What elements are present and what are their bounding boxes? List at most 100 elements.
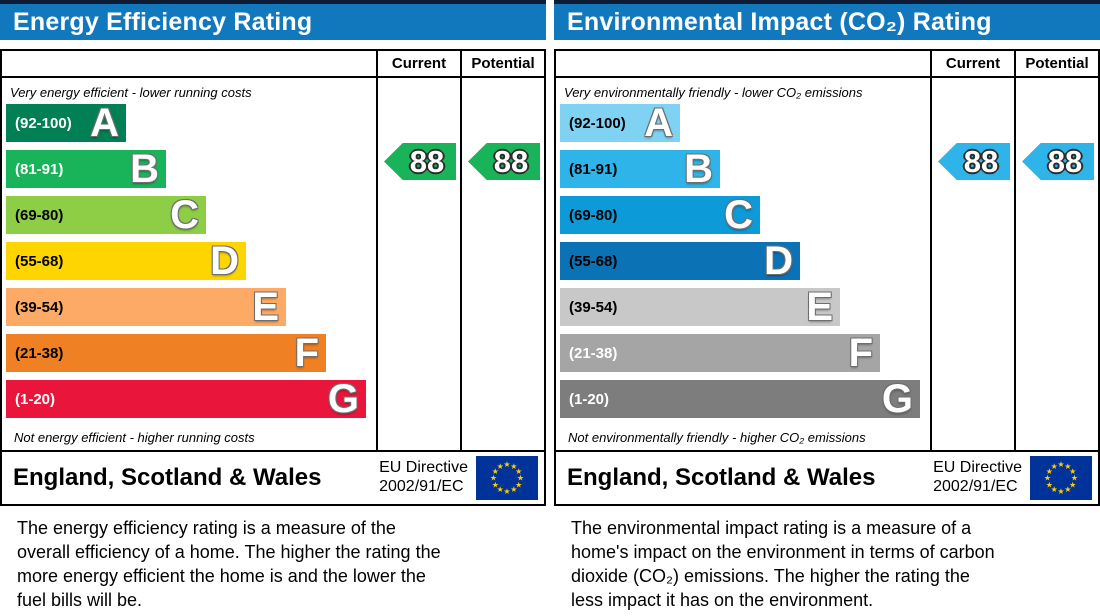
energy-band-a: (92-100) A xyxy=(6,101,126,145)
band-range-label: (92-100) xyxy=(569,114,626,132)
svg-text:★: ★ xyxy=(515,467,522,476)
band-range-label: (21-38) xyxy=(15,344,64,362)
environment-band-b: (81-91) B xyxy=(560,147,720,191)
environment-band-d: (55-68) D xyxy=(560,241,800,281)
band-range-label: (92-100) xyxy=(15,114,72,132)
environment-description: The environmental impact rating is a mea… xyxy=(571,518,995,610)
energy-band-e: (39-54) E xyxy=(6,287,286,327)
svg-text:★: ★ xyxy=(1071,474,1078,483)
energy-bands: (92-100) A (81-91) B (69-80) C (55-68) xyxy=(6,101,376,421)
eu-directive-line1: EU Directive xyxy=(379,459,468,477)
environment-band-e: (39-54) E xyxy=(560,285,840,329)
band-range-label: (81-91) xyxy=(15,160,64,178)
energy-table-body: Very energy efficient - lower running co… xyxy=(2,78,544,450)
band-letter: A xyxy=(644,101,673,145)
band-letter: B xyxy=(684,147,713,191)
svg-text:★: ★ xyxy=(510,485,517,494)
environment-current-arrow: 88 xyxy=(938,143,1010,180)
band-letter: C xyxy=(724,193,753,237)
energy-band-d: (55-68) D xyxy=(6,239,246,283)
energy-band-c: (69-80) C xyxy=(6,193,206,237)
band-range-label: (21-38) xyxy=(569,344,618,362)
region-label: England, Scotland & Wales xyxy=(13,464,322,491)
environment-panel-header: Environmental Impact (CO₂) Rating xyxy=(554,0,1100,40)
band-letter: B xyxy=(130,147,159,191)
environment-current-column-header: Current xyxy=(930,51,1014,76)
band-range-label: (1-20) xyxy=(15,390,56,408)
band-range-label: (1-20) xyxy=(569,390,610,408)
eu-flag-icon: ★ ★ ★ ★ ★ ★ ★ ★ ★ ★ ★ ★ xyxy=(476,456,538,500)
eu-directive-line1: EU Directive xyxy=(933,459,1022,477)
energy-description: The energy efficiency rating is a measur… xyxy=(17,518,441,610)
environment-panel-title: Environmental Impact (CO₂) Rating xyxy=(567,7,992,36)
band-letter: G xyxy=(327,377,359,421)
energy-current-column-header: Current xyxy=(376,51,460,76)
svg-text:★: ★ xyxy=(497,462,504,471)
environment-band-f: (21-38) F xyxy=(560,331,880,375)
energy-bottom-caption: Not energy efficient - higher running co… xyxy=(14,430,255,445)
svg-text:★: ★ xyxy=(492,467,499,476)
band-range-label: (69-80) xyxy=(569,206,618,224)
environment-potential-value: 88 xyxy=(1047,143,1083,179)
environment-potential-column-header: Potential xyxy=(1014,51,1098,76)
energy-current-arrow: 88 xyxy=(384,143,456,180)
environment-bottom-caption: Not environmentally friendly - higher CO… xyxy=(568,430,866,445)
band-letter: D xyxy=(210,239,239,283)
svg-text:★: ★ xyxy=(503,460,510,469)
band-letter: F xyxy=(848,331,873,375)
svg-text:★: ★ xyxy=(1044,474,1051,483)
energy-potential-value: 88 xyxy=(493,143,529,179)
energy-efficiency-panel: Energy Efficiency Rating Current Potenti… xyxy=(0,0,546,612)
environment-current-value: 88 xyxy=(963,143,999,179)
band-letter: A xyxy=(90,101,119,145)
energy-panel-title: Energy Efficiency Rating xyxy=(13,7,313,36)
band-letter: F xyxy=(294,331,319,375)
band-range-label: (39-54) xyxy=(15,298,64,316)
band-range-label: (81-91) xyxy=(569,160,618,178)
svg-text:★: ★ xyxy=(517,474,524,483)
energy-current-value: 88 xyxy=(409,143,445,179)
energy-potential-column: 88 xyxy=(460,78,544,450)
band-letter: C xyxy=(170,193,199,237)
environment-table-footer: England, Scotland & Wales EU Directive 2… xyxy=(556,450,1098,504)
band-range-label: (69-80) xyxy=(15,206,64,224)
energy-table-footer: England, Scotland & Wales EU Directive 2… xyxy=(2,450,544,504)
svg-text:★: ★ xyxy=(503,487,510,496)
environment-table-header: Current Potential xyxy=(556,51,1098,78)
svg-text:★: ★ xyxy=(1057,460,1064,469)
svg-text:★: ★ xyxy=(1057,487,1064,496)
energy-band-b: (81-91) B xyxy=(6,147,166,191)
svg-text:★: ★ xyxy=(1064,462,1071,471)
energy-band-g: (1-20) G xyxy=(6,377,366,421)
energy-panel-header: Energy Efficiency Rating xyxy=(0,0,546,40)
environment-band-g: (1-20) G xyxy=(560,377,920,421)
svg-text:★: ★ xyxy=(515,480,522,489)
energy-current-column: 88 xyxy=(376,78,460,450)
band-letter: E xyxy=(806,285,833,329)
environment-current-column: 88 xyxy=(930,78,1014,450)
band-letter: G xyxy=(881,377,913,421)
eu-flag-icon: ★ ★ ★ ★ ★ ★ ★ ★ ★ ★ ★ ★ xyxy=(1030,456,1092,500)
environment-potential-column: 88 xyxy=(1014,78,1098,450)
svg-text:★: ★ xyxy=(492,480,499,489)
eu-directive-label: EU Directive 2002/91/EC xyxy=(379,459,468,497)
environment-band-a: (92-100) A xyxy=(560,101,680,145)
band-range-label: (55-68) xyxy=(15,252,64,270)
svg-text:★: ★ xyxy=(510,462,517,471)
environment-band-chart: Very environmentally friendly - lower CO… xyxy=(556,78,930,450)
environment-header-spacer xyxy=(556,51,930,76)
environment-band-c: (69-80) C xyxy=(560,193,760,237)
environment-top-caption: Very environmentally friendly - lower CO… xyxy=(564,84,863,100)
eu-directive-label: EU Directive 2002/91/EC xyxy=(933,459,1022,497)
energy-header-spacer xyxy=(2,51,376,76)
band-range-label: (39-54) xyxy=(569,298,618,316)
environmental-impact-panel: Environmental Impact (CO₂) Rating Curren… xyxy=(554,0,1100,612)
energy-potential-column-header: Potential xyxy=(460,51,544,76)
environment-table-body: Very environmentally friendly - lower CO… xyxy=(556,78,1098,450)
eu-directive-line2: 2002/91/EC xyxy=(379,478,464,495)
eu-directive-line2: 2002/91/EC xyxy=(933,478,1018,495)
svg-text:★: ★ xyxy=(1064,485,1071,494)
energy-rating-table: Current Potential Very energy efficient … xyxy=(0,49,546,506)
band-range-label: (55-68) xyxy=(569,252,618,270)
